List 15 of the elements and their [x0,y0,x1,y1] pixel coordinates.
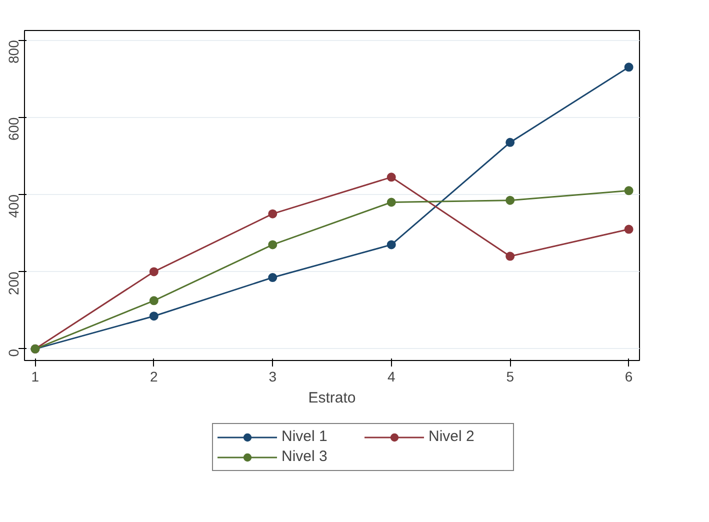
x-tick-label: 5 [506,368,514,384]
x-tick-label: 3 [268,368,277,384]
y-tick-label: 400 [6,194,22,218]
x-tick-label: 1 [31,368,40,384]
y-tick-label: 800 [6,40,22,64]
y-tick-label: 600 [6,117,22,141]
x-tick-label: 6 [624,368,633,384]
x-tick-label: 2 [150,368,158,384]
y-tick-label: 0 [6,348,22,357]
legend-label: Nivel 3 [282,448,328,466]
legend-label: Nivel 1 [282,428,328,446]
x-axis-title: Estrato [308,390,356,406]
y-tick-label: 200 [6,272,22,296]
x-tick-label: 4 [387,368,396,384]
legend-label: Nivel 2 [428,428,476,446]
